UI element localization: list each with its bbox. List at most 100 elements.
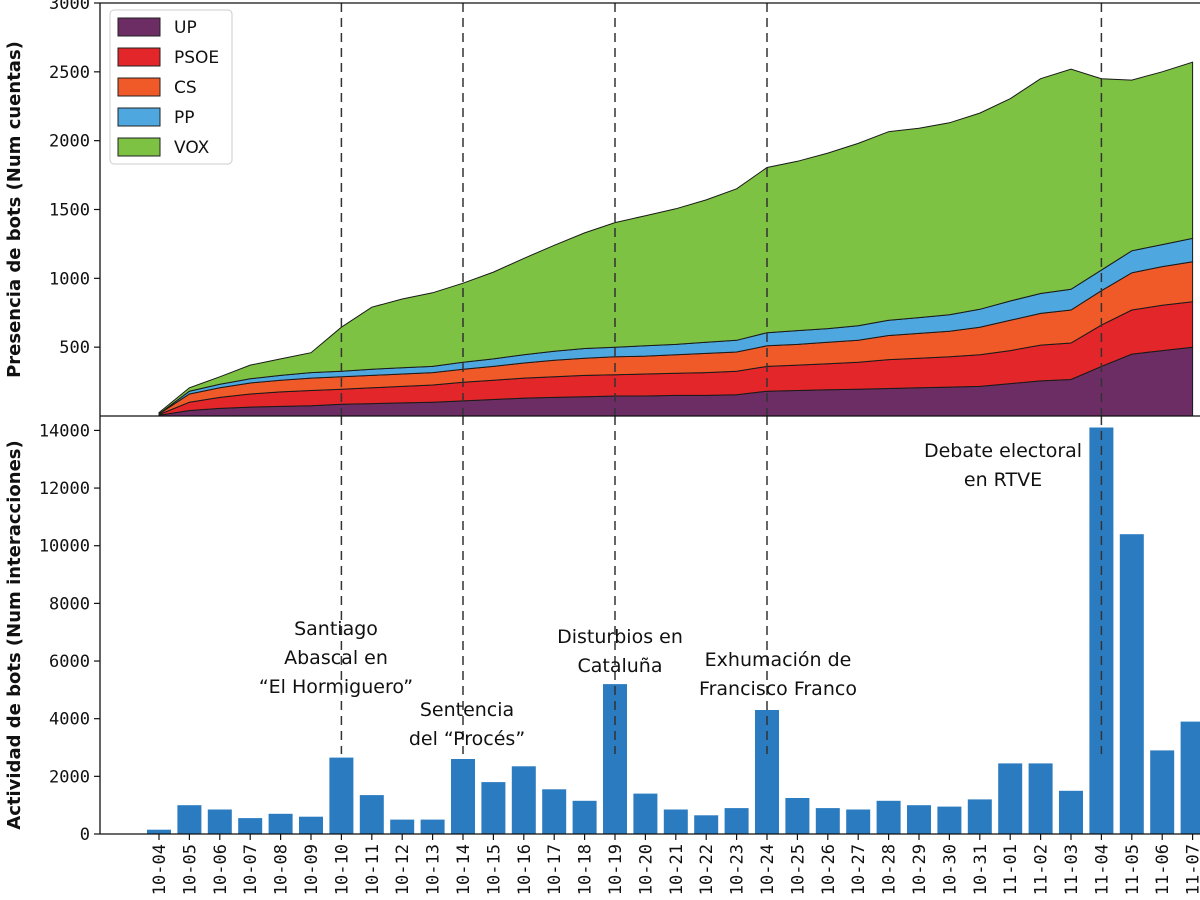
top-ylabel: Presencia de bots (Num cuentas) <box>4 41 25 378</box>
bar-10-21 <box>663 809 688 834</box>
bottom-ytick-label: 6000 <box>49 652 90 672</box>
xtick-label-10-14: 10-14 <box>454 844 474 895</box>
activity-bars <box>147 427 1200 834</box>
legend-swatch-up <box>117 17 161 37</box>
xtick-label-10-07: 10-07 <box>241 844 261 895</box>
bar-11-01 <box>998 763 1023 834</box>
top-ytick-label: 1500 <box>49 201 90 221</box>
xtick-label-10-05: 10-05 <box>180 844 200 895</box>
xtick-label-10-11: 10-11 <box>363 844 383 895</box>
xtick-label-10-20: 10-20 <box>636 844 656 895</box>
bar-10-20 <box>633 793 658 834</box>
xtick-label-10-04: 10-04 <box>150 844 170 895</box>
top-ytick-label: 2000 <box>49 132 90 152</box>
annotation-4-line-1: en RTVE <box>964 469 1042 491</box>
legend-swatch-psoe <box>117 47 161 67</box>
legend-label-up: UP <box>174 18 197 38</box>
bar-10-25 <box>785 798 810 834</box>
bar-10-15 <box>481 782 506 834</box>
xtick-label-11-01: 11-01 <box>1001 844 1021 895</box>
bar-10-05 <box>177 805 202 834</box>
bar-10-13 <box>420 819 445 834</box>
top-ytick-label: 500 <box>59 338 90 358</box>
xtick-label-10-29: 10-29 <box>910 844 930 895</box>
xtick-label-10-10: 10-10 <box>332 844 352 895</box>
xtick-label-10-30: 10-30 <box>940 844 960 895</box>
axes: 500 1000 1500 2000 2500 3000 0 2000 4000 6000 8000… <box>4 0 1200 895</box>
area-vox <box>158 61 1194 415</box>
bar-10-29 <box>907 805 931 834</box>
xtick-label-11-02: 11-02 <box>1032 844 1052 895</box>
bar-11-03 <box>1059 790 1083 834</box>
bar-10-06 <box>207 809 232 834</box>
annotation-1-line-0: Sentencia <box>420 699 514 721</box>
bar-10-08 <box>268 813 293 834</box>
xtick-label-10-06: 10-06 <box>211 844 231 895</box>
xtick-label-10-12: 10-12 <box>393 844 413 895</box>
bar-10-18 <box>572 800 597 834</box>
xtick-label-10-17: 10-17 <box>545 844 565 895</box>
bar-10-31 <box>967 799 992 834</box>
annotation-1-line-1: del “Procés” <box>409 728 525 750</box>
bar-10-28 <box>876 800 901 834</box>
annotations: Santiago Abascal en “El Hormiguero” Sentenc… <box>259 440 1082 750</box>
bar-11-05 <box>1119 534 1144 834</box>
bar-10-09 <box>299 816 323 834</box>
xtick-label-11-06: 11-06 <box>1153 844 1173 895</box>
top-ytick-label: 3000 <box>49 0 90 14</box>
bottom-ylabel: Actividad de bots (Num interacciones) <box>4 440 25 829</box>
annotation-0-line-0: Santiago <box>294 618 378 640</box>
xtick-label-10-31: 10-31 <box>971 844 991 895</box>
bar-10-30 <box>937 806 962 834</box>
bar-10-17 <box>542 789 567 834</box>
bar-10-07 <box>238 818 263 834</box>
bar-10-22 <box>694 815 719 834</box>
xtick-label-10-09: 10-09 <box>302 844 322 895</box>
bar-10-23 <box>724 808 749 834</box>
xtick-label-11-03: 11-03 <box>1062 844 1082 895</box>
event-lines <box>340 3 1103 754</box>
bar-10-12 <box>390 819 415 834</box>
bar-11-06 <box>1150 750 1175 834</box>
annotation-2-line-0: Disturbios en <box>557 626 683 648</box>
bottom-ytick-label: 10000 <box>39 537 90 557</box>
annotation-3-line-0: Exhumación de <box>705 649 852 671</box>
annotation-4-line-0: Debate electoral <box>924 440 1082 462</box>
xtick-label-11-04: 11-04 <box>1092 844 1112 895</box>
bar-10-04 <box>147 829 171 834</box>
legend-swatch-cs <box>117 77 161 97</box>
legend-swatch-pp <box>117 107 161 127</box>
top-ytick-label: 1000 <box>49 269 90 289</box>
xtick-label-10-22: 10-22 <box>697 844 717 895</box>
bottom-ytick-label: 0 <box>80 825 90 845</box>
xtick-label-10-25: 10-25 <box>788 844 808 895</box>
xtick-label-10-18: 10-18 <box>576 844 596 895</box>
xtick-label-10-16: 10-16 <box>515 844 535 895</box>
legend-label-vox: VOX <box>174 138 210 158</box>
legend-swatch-vox <box>117 137 161 157</box>
legend-label-cs: CS <box>174 78 197 98</box>
xtick-label-10-26: 10-26 <box>819 844 839 895</box>
xtick-label-10-21: 10-21 <box>667 844 687 895</box>
bar-10-10 <box>329 757 354 834</box>
bar-10-14 <box>451 759 475 834</box>
annotation-0-line-2: “El Hormiguero” <box>259 676 413 698</box>
bottom-ytick-label: 2000 <box>49 767 90 787</box>
bottom-ytick-label: 14000 <box>39 421 90 441</box>
xtick-label-10-28: 10-28 <box>880 844 900 895</box>
bar-10-27 <box>846 809 871 834</box>
legend-label-pp: PP <box>174 108 195 128</box>
xtick-label-10-24: 10-24 <box>758 844 778 895</box>
bar-10-24 <box>755 710 779 834</box>
top-ytick-label: 2500 <box>49 63 90 83</box>
bottom-ytick-label: 8000 <box>49 594 90 614</box>
xtick-label-10-19: 10-19 <box>606 844 626 895</box>
annotation-3-line-1: Francisco Franco <box>699 678 857 700</box>
bar-11-07 <box>1180 721 1200 834</box>
bar-11-02 <box>1028 763 1053 834</box>
xtick-label-10-13: 10-13 <box>424 844 444 895</box>
legend-label-psoe: PSOE <box>174 48 219 68</box>
bar-10-11 <box>359 795 384 834</box>
xtick-label-10-15: 10-15 <box>484 844 504 895</box>
